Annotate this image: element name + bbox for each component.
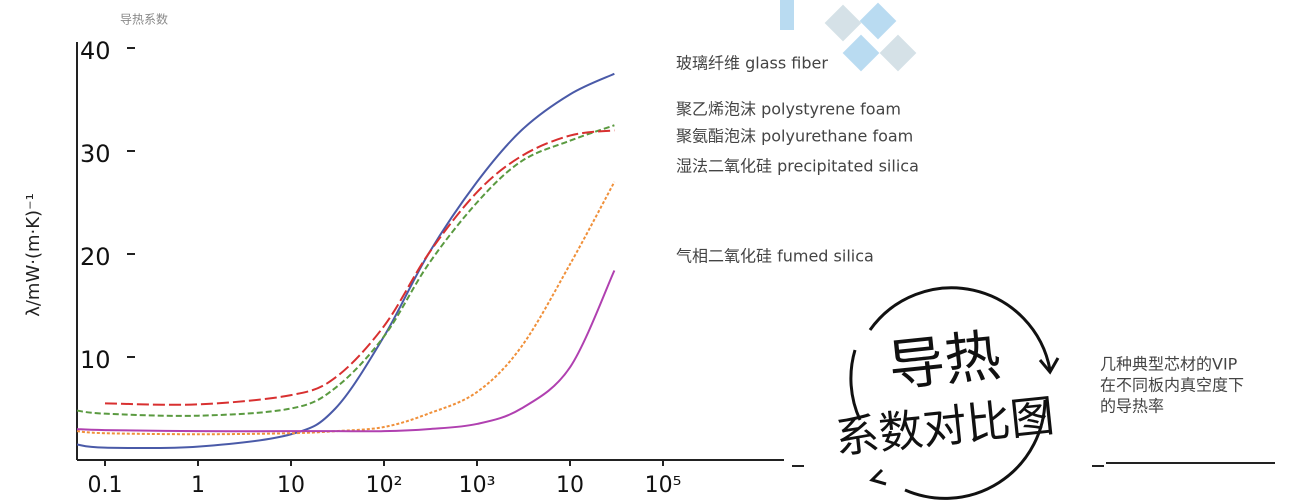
note-line: 的导热率: [1100, 397, 1164, 416]
y-tick-label: 40: [80, 37, 111, 65]
watermark: [780, 0, 917, 72]
y-tick-label: 10: [80, 346, 111, 374]
x-tick-label: 10²: [366, 473, 403, 498]
series-line: [76, 270, 616, 433]
chart-header: 导热系数: [120, 12, 168, 27]
y-tick-label: 20: [80, 243, 111, 271]
series-line: [76, 181, 616, 436]
x-tick-label: 10⁵: [645, 473, 682, 498]
note-line: 在不同板内真空度下: [1100, 376, 1244, 395]
legend-label: 湿法二氧化硅 precipitated silica: [676, 157, 919, 176]
x-tick-label: 0.1: [87, 473, 122, 498]
stamp-line: 导热: [886, 323, 1004, 399]
legend-label: 气相二氧化硅 fumed silica: [676, 247, 874, 266]
stamp: [849, 286, 1060, 500]
series-line: [76, 124, 615, 417]
series-line: [76, 72, 615, 450]
legend-label: 聚乙烯泡沫 polystyrene foam: [676, 100, 901, 119]
legend-label: 玻璃纤维 glass fiber: [676, 54, 828, 73]
legend-label: 聚氨酯泡沫 polyurethane foam: [676, 127, 913, 146]
x-tick-label: 10: [556, 473, 584, 498]
series-line: [104, 129, 615, 406]
x-tick-label: 1: [191, 473, 205, 498]
y-tick-label: 30: [80, 140, 111, 168]
x-tick-label: 10³: [459, 473, 496, 498]
stamp-line: 系数对比图: [833, 391, 1057, 465]
x-tick-label: 10: [277, 473, 305, 498]
y-axis-title: λ/mW·(m·K)⁻¹: [23, 193, 44, 317]
note-line: 几种典型芯材的VIP: [1100, 355, 1238, 374]
